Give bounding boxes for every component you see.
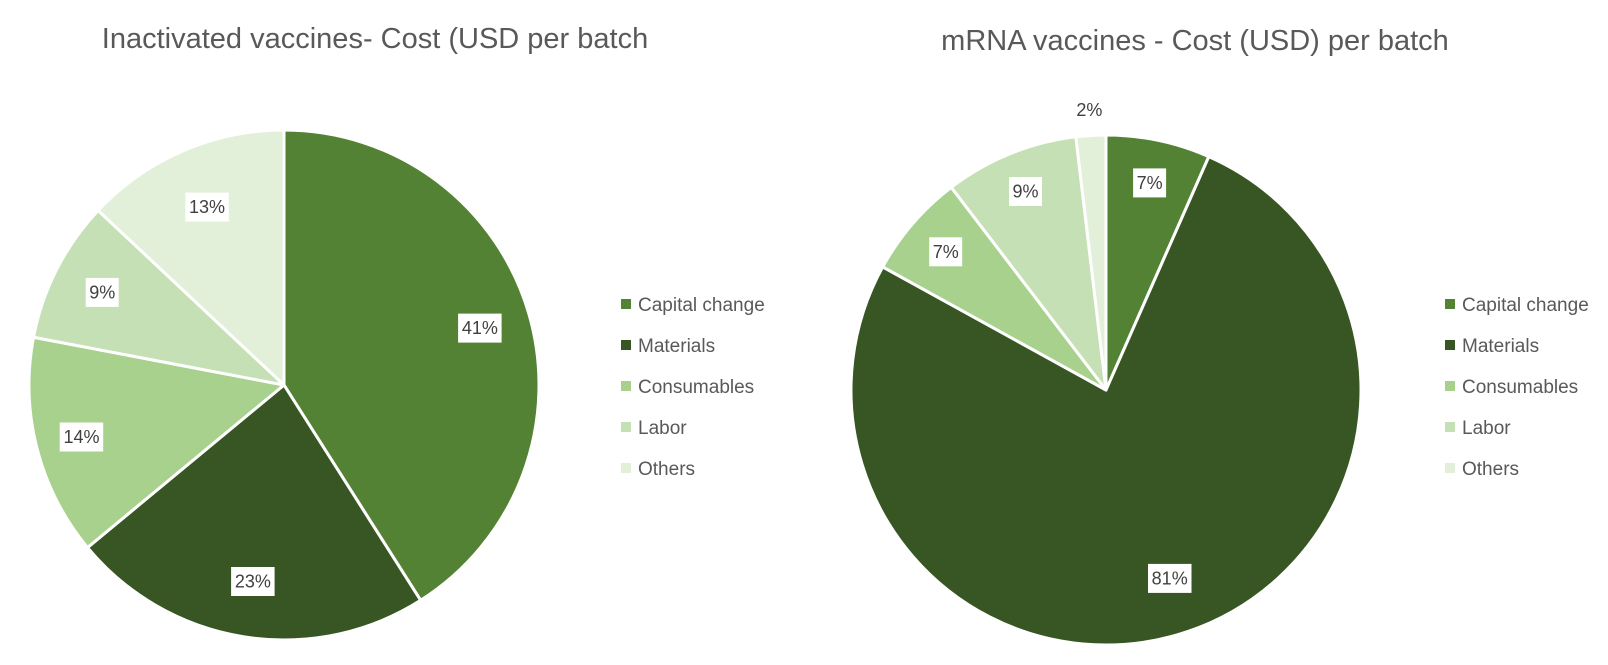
data-label-box <box>929 237 963 267</box>
data-label-box <box>1009 177 1042 206</box>
legend-label: Labor <box>638 418 687 439</box>
data-label-consumables: 14% <box>59 422 104 452</box>
legend-swatch <box>1445 381 1455 391</box>
legend-item-others: Others <box>1445 459 1519 480</box>
legend-item-labor: Labor <box>621 418 687 439</box>
legend-item-labor: Labor <box>1445 418 1511 439</box>
data-label-text: 9% <box>1012 182 1038 202</box>
data-label-box <box>85 277 119 307</box>
legend-item-materials: Materials <box>1445 336 1539 357</box>
data-label-text: 41% <box>462 318 498 338</box>
data-label-box <box>1148 563 1192 593</box>
data-label-others: 2% <box>1076 100 1102 120</box>
legend-label: Others <box>1462 459 1519 480</box>
legend-swatch <box>621 381 631 391</box>
data-label-capital-change: 7% <box>1133 168 1167 198</box>
data-label-labor: 9% <box>1009 177 1042 206</box>
legend-label: Consumables <box>1462 377 1578 398</box>
legend-item-capital-change: Capital change <box>1445 295 1589 316</box>
pie-slice-materials <box>849 155 1363 647</box>
data-label-others: 13% <box>185 192 229 222</box>
data-label-text: 7% <box>1137 173 1163 193</box>
legend: Capital change Materials Consumables Labor O… <box>621 295 765 480</box>
data-label-materials: 23% <box>231 567 275 596</box>
legend-swatch <box>1445 463 1455 473</box>
data-label-text: 2% <box>1076 100 1102 120</box>
legend-swatch <box>1445 422 1455 432</box>
data-label-text: 14% <box>63 427 99 447</box>
pie-slice-others <box>96 128 286 387</box>
pie-slice-others <box>1074 133 1108 392</box>
legend-label: Labor <box>1462 418 1511 439</box>
pie-data-labels: 41% 23% 14% 9% 13% <box>59 192 502 596</box>
data-label-text: 13% <box>189 197 225 217</box>
legend-item-materials: Materials <box>621 336 715 357</box>
legend-item-consumables: Consumables <box>1445 377 1578 398</box>
data-label-box <box>1133 168 1167 198</box>
data-label-text: 7% <box>933 242 959 262</box>
pie-data-labels: 7% 81% 7% 9% 2% <box>929 100 1192 593</box>
legend-swatch <box>1445 299 1455 309</box>
data-label-box <box>185 192 229 222</box>
legend-label: Materials <box>1462 336 1539 357</box>
data-label-text: 81% <box>1152 568 1188 588</box>
pie-slice-labor <box>949 135 1108 392</box>
pie-slice-labor <box>32 208 286 387</box>
data-label-text: 23% <box>235 572 271 592</box>
data-label-labor: 9% <box>85 277 119 307</box>
legend-label: Capital change <box>638 295 765 316</box>
data-label-box <box>458 313 502 343</box>
pie-slice-materials <box>86 383 423 642</box>
legend-item-capital-change: Capital change <box>621 295 765 316</box>
chart-title: mRNA vaccines - Cost (USD) per batch <box>941 25 1449 57</box>
legend-label: Capital change <box>1462 295 1589 316</box>
chart-title: Inactivated vaccines- Cost (USD per batc… <box>102 23 648 55</box>
legend-swatch <box>1445 340 1455 350</box>
legend-swatch <box>621 463 631 473</box>
legend-item-others: Others <box>621 459 695 480</box>
pie-slice-consumables <box>27 335 286 550</box>
data-label-box <box>59 422 104 452</box>
data-label-capital-change: 41% <box>458 313 502 343</box>
legend-label: Consumables <box>638 377 754 398</box>
legend-swatch <box>621 299 631 309</box>
legend: Capital change Materials Consumables Labor O… <box>1445 295 1589 480</box>
pie-chart-inactivated: Inactivated vaccines- Cost (USD per batc… <box>27 23 765 642</box>
data-label-text: 9% <box>89 282 115 302</box>
legend-swatch <box>621 340 631 350</box>
legend-item-consumables: Consumables <box>621 377 754 398</box>
data-label-materials: 81% <box>1148 563 1192 593</box>
pie-chart-mrna: mRNA vaccines - Cost (USD) per batch 7% 8… <box>849 25 1589 647</box>
pie-slices <box>849 133 1363 647</box>
legend-swatch <box>621 422 631 432</box>
legend-label: Others <box>638 459 695 480</box>
pie-slices <box>27 128 541 642</box>
data-label-box <box>231 567 275 596</box>
legend-label: Materials <box>638 336 715 357</box>
data-label-consumables: 7% <box>929 237 963 267</box>
